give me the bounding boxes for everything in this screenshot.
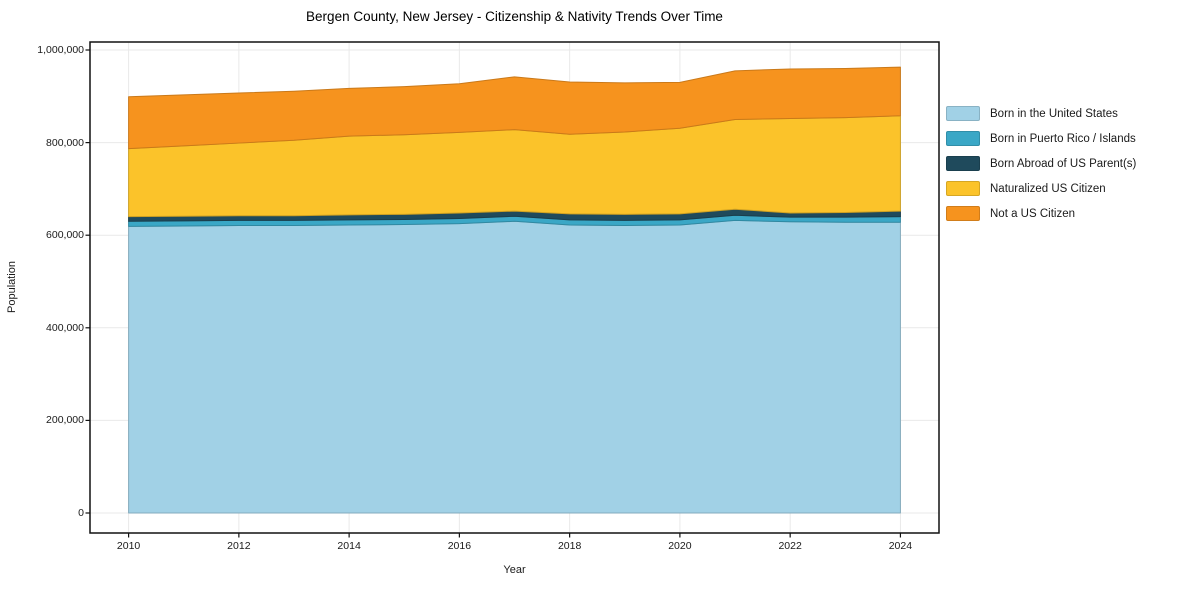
x-tick-label: 2024 [888,540,913,552]
x-tick-label: 2020 [668,540,692,552]
legend-item: Born Abroad of US Parent(s) [946,151,1136,176]
legend-label: Not a US Citizen [990,207,1076,220]
legend-label: Born in Puerto Rico / Islands [990,132,1136,145]
legend-swatch-icon [946,156,980,171]
chart-title: Bergen County, New Jersey - Citizenship … [306,9,723,24]
x-tick-label: 2014 [337,540,361,552]
x-tick-label: 2016 [447,540,472,552]
legend: Born in the United States Born in Puerto … [946,101,1136,226]
legend-item: Naturalized US Citizen [946,176,1136,201]
y-tick-label: 0 [78,507,84,519]
y-tick-label: 1,000,000 [37,44,84,56]
x-axis-title: Year [503,564,526,576]
legend-swatch-icon [946,206,980,221]
legend-label: Born Abroad of US Parent(s) [990,157,1137,170]
x-tick-label: 2018 [557,540,582,552]
y-tick-label: 600,000 [46,229,84,242]
x-tick-label: 2012 [227,540,251,552]
x-tick-label: 2010 [116,540,141,552]
legend-label: Born in the United States [990,107,1118,120]
y-tick-label: 800,000 [46,136,84,149]
y-tick-label: 400,000 [46,321,84,334]
legend-item: Born in the United States [946,101,1136,126]
legend-item: Not a US Citizen [946,201,1136,226]
area-series-1 [128,219,901,514]
legend-item: Born in Puerto Rico / Islands [946,126,1136,151]
legend-label: Naturalized US Citizen [990,182,1106,195]
axes-spines [89,41,940,534]
y-axis-title: Population [6,261,18,313]
x-tick-label: 2022 [778,540,802,552]
y-tick-label: 200,000 [46,414,84,427]
legend-swatch-icon [946,106,980,121]
legend-swatch-icon [946,131,980,146]
legend-swatch-icon [946,181,980,196]
area-series-5 [128,66,901,150]
